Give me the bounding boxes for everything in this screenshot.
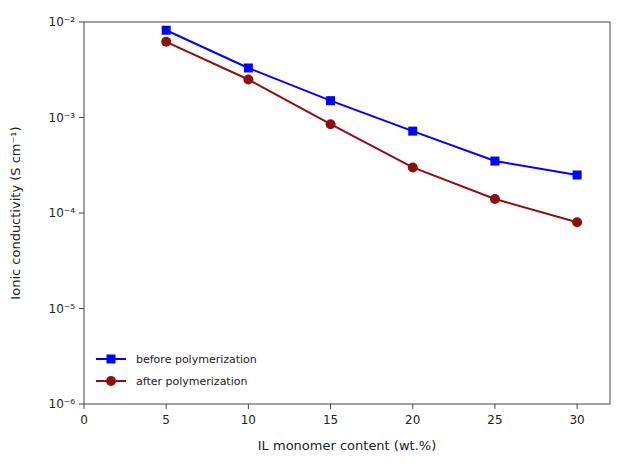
- x-tick: [84, 404, 85, 409]
- data-point: [326, 119, 336, 129]
- y-tick: [79, 22, 84, 23]
- legend-label: after polymerization: [136, 375, 247, 388]
- series: [161, 37, 582, 227]
- x-tick-label: 10: [241, 413, 256, 427]
- x-tick-label: 25: [487, 413, 502, 427]
- y-axis: 10⁻⁶ 10⁻⁵ 10⁻⁴ 10⁻³ 10⁻²: [49, 15, 84, 411]
- data-point: [572, 217, 582, 227]
- x-tick: [330, 404, 331, 409]
- chart-container: 0 5 10 15 20 25 30 10⁻⁶ 10⁻⁵ 10⁻⁴ 10⁻³ 10⁻² IL monom…: [0, 0, 632, 466]
- y-tick: [79, 308, 84, 309]
- x-tick: [412, 404, 413, 409]
- data-point: [573, 170, 582, 179]
- data-point: [490, 194, 500, 204]
- y-axis-label: Ionic conductivity (S cm⁻¹): [8, 126, 23, 299]
- series-line: [166, 30, 577, 175]
- chart-svg: 0 5 10 15 20 25 30 10⁻⁶ 10⁻⁵ 10⁻⁴ 10⁻³ 10⁻² IL monom…: [0, 0, 632, 466]
- data-point: [243, 74, 253, 84]
- y-tick-label: 10⁻³: [49, 111, 76, 125]
- legend: before polymerization after polymerizatio…: [96, 353, 257, 388]
- plot-frame: [84, 22, 610, 404]
- data-point: [162, 26, 171, 35]
- plot-background: [84, 22, 610, 404]
- y-tick: [79, 404, 84, 405]
- x-tick: [166, 404, 167, 409]
- x-tick: [248, 404, 249, 409]
- data-point: [161, 37, 171, 47]
- x-axis: 0 5 10 15 20 25 30: [80, 404, 585, 427]
- y-tick-label: 10⁻⁵: [49, 302, 76, 316]
- data-point: [244, 63, 253, 72]
- x-tick-label: 15: [323, 413, 338, 427]
- series: [162, 26, 582, 180]
- x-tick: [577, 404, 578, 409]
- y-tick: [79, 213, 84, 214]
- x-tick-label: 5: [162, 413, 170, 427]
- series-line: [166, 42, 577, 222]
- data-point: [326, 96, 335, 105]
- x-tick: [494, 404, 495, 409]
- data-point: [490, 157, 499, 166]
- legend-label: before polymerization: [136, 353, 257, 366]
- x-tick-label: 30: [569, 413, 584, 427]
- x-tick-label: 20: [405, 413, 420, 427]
- x-axis-label: IL monomer content (wt.%): [258, 438, 436, 453]
- legend-marker: [107, 355, 116, 364]
- data-point: [408, 127, 417, 136]
- y-tick-label: 10⁻²: [49, 15, 76, 29]
- y-tick-label: 10⁻⁶: [49, 397, 76, 411]
- data-point: [408, 162, 418, 172]
- legend-marker: [106, 376, 116, 386]
- y-tick-label: 10⁻⁴: [49, 206, 76, 220]
- y-tick: [79, 117, 84, 118]
- data-area: [161, 26, 582, 228]
- x-tick-label: 0: [80, 413, 88, 427]
